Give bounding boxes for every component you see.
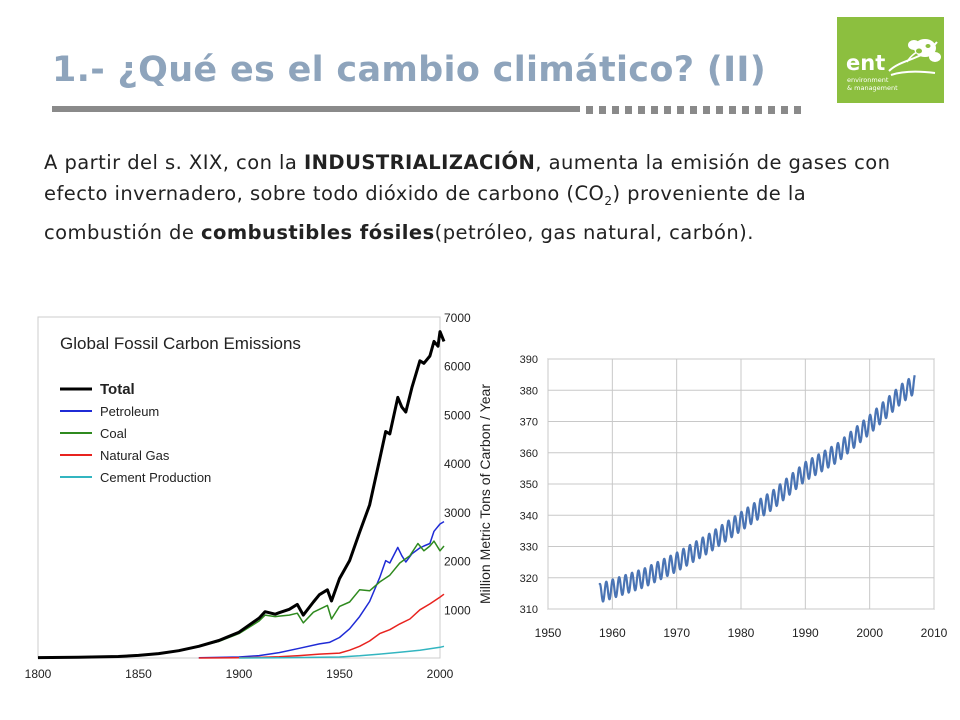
y-tick-label: 380	[520, 385, 538, 397]
y-tick-label: 6000	[444, 360, 471, 374]
x-tick-label: 2000	[427, 667, 454, 681]
y-tick-label: 330	[520, 542, 538, 554]
x-tick-label: 1960	[599, 626, 626, 640]
keyword-combustibles-fosiles: combustibles fósiles	[200, 220, 435, 244]
series-line-co2	[598, 375, 916, 603]
x-tick-label: 1850	[125, 667, 152, 681]
legend-label-total: Total	[100, 381, 135, 398]
y-tick-label: 2000	[444, 555, 471, 569]
y-tick-label: 370	[520, 417, 538, 429]
y-tick-label: 310	[520, 604, 538, 616]
keyword-industrializacion: INDUSTRIALIZACIÓN	[303, 151, 536, 174]
company-logo: ent environment & management	[837, 17, 944, 103]
y-tick-label: 5000	[444, 408, 471, 422]
logo-subtitle: environment & management	[847, 76, 898, 92]
y-tick-label: 360	[520, 448, 538, 460]
page-title: 1.- ¿Qué es el cambio climático? (II)	[52, 50, 767, 90]
y-tick-label: 4000	[444, 457, 471, 471]
tree-icon	[888, 39, 941, 76]
x-tick-label: 1970	[663, 626, 690, 640]
intro-paragraph: A partir del s. XIX, con la INDUSTRIALIZ…	[44, 151, 891, 244]
series-line-petroleum	[198, 520, 445, 659]
series-line-cement-production	[238, 645, 445, 659]
y-axis-label: Million Metric Tons of Carbon / Year	[477, 384, 493, 604]
logo-subtitle-line2: & management	[847, 83, 898, 92]
y-tick-label: 7000	[444, 311, 471, 325]
y-tick-label: 390	[520, 354, 538, 366]
x-tick-label: 1800	[25, 667, 52, 681]
legend-label-cement-production: Cement Production	[100, 470, 211, 485]
legend-label-natural-gas: Natural Gas	[100, 448, 170, 463]
title-dotted-rule	[586, 106, 801, 114]
y-tick-label: 320	[520, 573, 538, 585]
logo-subtitle-line1: environment	[847, 76, 889, 84]
y-tick-label: 3000	[444, 506, 471, 520]
x-tick-label: 1990	[792, 626, 819, 640]
legend-label-coal: Coal	[100, 426, 127, 441]
chart-title: Global Fossil Carbon Emissions	[60, 334, 301, 353]
y-tick-label: 1000	[444, 603, 471, 617]
legend-label-petroleum: Petroleum	[100, 404, 159, 419]
y-tick-label: 350	[520, 479, 538, 491]
series-line-total	[37, 330, 446, 660]
x-tick-label: 1950	[535, 626, 562, 640]
series-line-natural-gas	[198, 593, 445, 659]
x-tick-label: 2000	[856, 626, 883, 640]
x-tick-label: 2010	[921, 626, 948, 640]
y-tick-label: 340	[520, 510, 538, 522]
x-tick-label: 1980	[728, 626, 755, 640]
x-tick-label: 1950	[326, 667, 353, 681]
x-tick-label: 1900	[226, 667, 253, 681]
title-underline	[52, 106, 580, 112]
logo-wordmark: ent	[846, 51, 886, 75]
